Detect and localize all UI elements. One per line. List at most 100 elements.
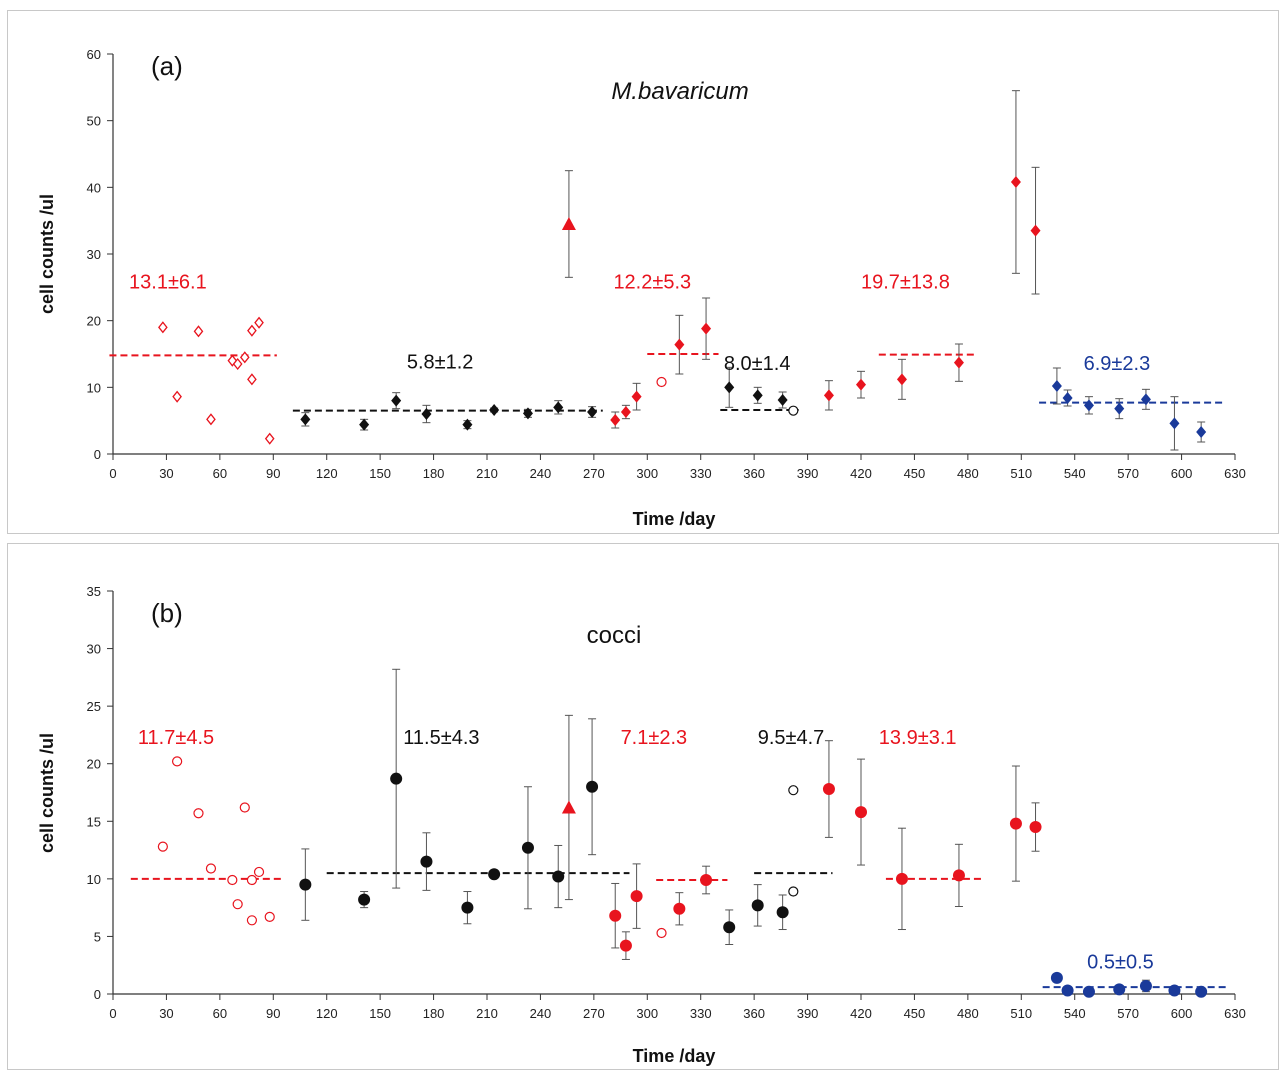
data-point	[587, 406, 598, 418]
data-point	[359, 418, 370, 431]
data-point	[953, 356, 964, 369]
data-point	[822, 783, 835, 796]
x-tick-label: 210	[476, 466, 498, 481]
data-point	[553, 401, 564, 414]
data-point	[1050, 971, 1063, 984]
x-tick-label: 270	[583, 1006, 605, 1021]
data-point	[777, 394, 788, 406]
data-point	[1082, 985, 1095, 998]
data-point	[1009, 817, 1022, 830]
data-point	[232, 357, 243, 371]
y-tick-label: 40	[87, 180, 101, 195]
x-tick-label: 90	[266, 466, 280, 481]
data-point	[856, 378, 866, 391]
data-point	[700, 874, 713, 887]
x-tick-label: 90	[266, 1006, 280, 1021]
y-tick-label: 30	[87, 247, 101, 262]
data-point	[205, 863, 217, 874]
x-tick-label: 60	[213, 466, 227, 481]
mean-annotation: 13.1±6.1	[129, 272, 207, 294]
mean-annotation: 11.5±4.3	[403, 727, 479, 749]
data-point	[206, 413, 216, 426]
chart-title: cocci	[587, 622, 642, 649]
data-point	[1029, 821, 1042, 834]
y-tick-label: 60	[87, 47, 101, 62]
data-point	[610, 414, 621, 426]
data-point	[521, 841, 534, 854]
x-tick-label: 420	[850, 466, 872, 481]
data-point	[172, 756, 183, 767]
data-point	[1195, 985, 1208, 998]
data-point	[254, 316, 264, 329]
panel-label: (a)	[151, 51, 183, 81]
data-point	[421, 408, 432, 420]
x-tick-label: 570	[1117, 1006, 1139, 1021]
data-point	[1169, 417, 1180, 430]
x-tick-label: 210	[476, 1006, 498, 1021]
data-point	[1114, 402, 1125, 415]
data-point	[247, 373, 257, 386]
data-point	[522, 407, 533, 420]
y-tick-label: 0	[94, 987, 101, 1002]
data-point	[1113, 983, 1126, 996]
x-tick-label: 570	[1117, 466, 1139, 481]
data-point	[561, 217, 576, 230]
y-tick-label: 35	[87, 584, 101, 599]
mean-annotation: 5.8±1.2	[407, 352, 474, 374]
data-point	[896, 373, 907, 386]
x-tick-label: 240	[530, 466, 552, 481]
chart-panel-a: 0 10 20 30 40 50 60 0 30 60 90 120 150 180 210 240 270 30…	[7, 10, 1279, 534]
data-point	[552, 870, 565, 883]
x-tick-label: 420	[850, 1006, 872, 1021]
data-point	[586, 780, 599, 793]
x-tick-label: 630	[1224, 1006, 1246, 1021]
data-point	[300, 413, 311, 426]
x-tick-label: 270	[583, 466, 605, 481]
data-point	[1168, 984, 1181, 997]
data-point	[895, 872, 908, 885]
data-point	[232, 899, 243, 910]
data-point	[630, 890, 643, 903]
x-tick-label: 120	[316, 466, 338, 481]
y-tick-label: 50	[87, 114, 101, 129]
x-tick-label: 300	[636, 466, 658, 481]
x-tick-label: 360	[743, 1006, 765, 1021]
data-point	[299, 878, 312, 891]
data-point	[952, 869, 965, 882]
data-point	[674, 338, 685, 351]
data-point	[673, 902, 686, 915]
data-point	[264, 911, 275, 922]
mean-annotation: 11.7±4.5	[138, 727, 214, 749]
x-tick-label: 510	[1010, 1006, 1032, 1021]
data-point	[701, 322, 712, 335]
data-point	[157, 841, 168, 852]
x-tick-label: 180	[423, 1006, 445, 1021]
x-axis-title: Time /day	[633, 1046, 716, 1066]
y-tick-label: 10	[87, 872, 101, 887]
x-tick-label: 330	[690, 1006, 712, 1021]
x-tick-label: 540	[1064, 1006, 1086, 1021]
chart-title: M.bavaricum	[611, 78, 748, 105]
data-point	[1061, 984, 1074, 997]
data-point	[1030, 224, 1041, 237]
x-tick-label: 180	[423, 466, 445, 481]
x-tick-label: 240	[530, 1006, 552, 1021]
x-tick-label: 0	[109, 1006, 116, 1021]
mean-annotation: 9.5±4.7	[758, 727, 825, 749]
x-tick-label: 480	[957, 466, 979, 481]
data-point	[631, 390, 642, 403]
data-point	[1083, 399, 1094, 412]
data-point	[264, 432, 275, 445]
data-point	[620, 406, 631, 418]
mean-annotation: 19.7±13.8	[861, 272, 950, 294]
y-tick-label: 25	[87, 699, 101, 714]
y-tick-label: 5	[94, 929, 101, 944]
data-point	[172, 390, 182, 403]
data-point	[788, 405, 799, 416]
data-point	[1140, 393, 1151, 406]
data-point	[246, 915, 258, 926]
data-point	[193, 808, 204, 819]
y-axis-title: cell counts /ul	[37, 194, 57, 314]
y-tick-label: 15	[87, 814, 101, 829]
x-tick-label: 0	[109, 466, 116, 481]
